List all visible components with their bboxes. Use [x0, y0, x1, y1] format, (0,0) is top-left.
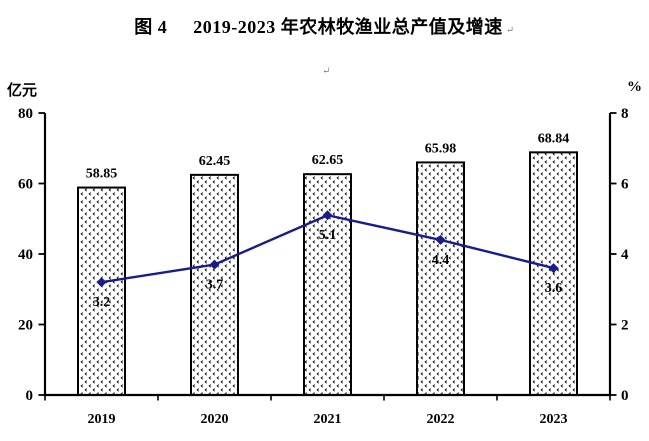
paragraph-mark-icon: ↵: [322, 66, 331, 77]
bar-2023: [529, 151, 578, 396]
bar-value-label: 58.85: [86, 167, 118, 182]
bar-2020: [190, 173, 239, 396]
line-marker-diamond: [96, 277, 107, 288]
line-marker-diamond: [548, 263, 559, 274]
left-axis-tick-label: 60: [18, 177, 33, 193]
left-axis-tick-label: 80: [18, 106, 33, 122]
bar-2022: [416, 161, 465, 396]
bar-value-label: 68.84: [538, 131, 570, 146]
bar-2019: [77, 186, 126, 396]
paragraph-mark-icon: ↵: [505, 25, 515, 36]
left-axis-unit-label: 亿元: [7, 83, 38, 99]
x-axis-category-label: 2022: [427, 412, 455, 427]
chart-title: 图 4 2019-2023 年农林牧渔业总产值及增速 ↵: [0, 13, 649, 39]
line-value-label: 3.6: [545, 281, 563, 296]
right-axis-tick-label: 4: [621, 247, 629, 263]
bar-value-label: 65.98: [425, 141, 457, 156]
line-marker-diamond: [322, 210, 333, 221]
line-value-label: 5.1: [319, 228, 337, 243]
figure-number: 图 4: [134, 17, 168, 37]
left-axis-tick-label: 40: [18, 247, 33, 263]
x-axis-category-label: 2021: [314, 412, 342, 427]
bar-2021: [303, 173, 352, 396]
right-axis-tick-label: 0: [621, 388, 629, 404]
x-axis-category-label: 2020: [201, 412, 229, 427]
right-axis-tick-label: 6: [621, 177, 629, 193]
line-marker-diamond: [435, 234, 446, 245]
line-value-label: 4.4: [432, 253, 450, 268]
right-axis-tick-label: 8: [621, 106, 629, 122]
left-axis-tick-label: 20: [18, 318, 33, 334]
chart-title-text: 2019-2023 年农林牧渔业总产值及增速: [193, 17, 503, 37]
x-axis-category-label: 2023: [540, 412, 568, 427]
x-axis-category-label: 2019: [88, 412, 116, 427]
line-value-label: 3.2: [93, 295, 111, 310]
bar-value-label: 62.45: [199, 154, 231, 169]
line-value-label: 3.7: [206, 278, 224, 293]
right-axis-tick-label: 2: [621, 318, 629, 334]
bar-value-label: 62.65: [312, 153, 344, 168]
right-axis-unit-label: %: [627, 79, 642, 95]
left-axis-tick-label: 0: [26, 388, 34, 404]
line-marker-diamond: [209, 259, 220, 270]
